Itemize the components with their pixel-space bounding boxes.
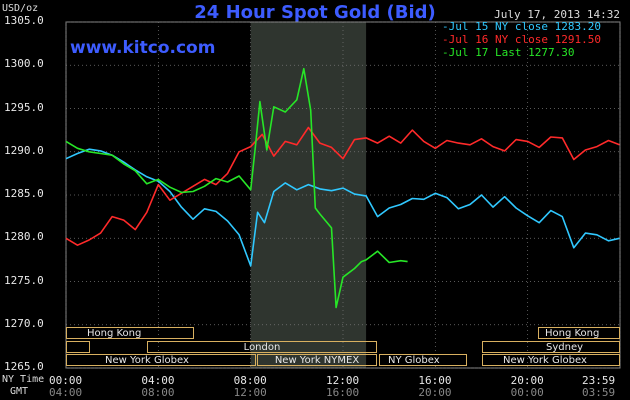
gmt-tick: 08:00 (141, 386, 175, 399)
y-tick-label: 1300.0 (4, 57, 44, 71)
gmt-tick: 04:00 (49, 386, 83, 399)
ny-time-tick: 16:00 (418, 374, 452, 387)
legend: -Jul 15 NY close 1283.20 -Jul 16 NY clos… (442, 20, 601, 59)
gmt-tick: 16:00 (326, 386, 360, 399)
series-line-1 (65, 148, 620, 267)
session-ny-globex-1: New York Globex (66, 354, 256, 366)
ny-time-tick: 00:00 (49, 374, 83, 387)
y-tick-label: 1290.0 (4, 143, 44, 157)
ny-time-tick: 08:00 (233, 374, 267, 387)
chart-title: 24 Hour Spot Gold (Bid) (194, 2, 436, 23)
datetime-label: July 17, 2013 14:32 (494, 8, 620, 21)
gmt-tick: 00:00 (510, 386, 544, 399)
kitco-watermark[interactable]: www.kitco.com (70, 38, 216, 58)
y-tick-label: 1305.0 (4, 14, 44, 27)
ny-time-tick: 20:00 (510, 374, 544, 387)
session-hong-kong-right: Hong Kong (538, 327, 620, 339)
shaded-band (250, 22, 367, 368)
series-line-3 (65, 67, 408, 309)
gmt-tick: 03:59 (582, 386, 616, 399)
session-ny-nymex: New York NYMEX (257, 354, 377, 366)
legend-item-jul17: -Jul 17 Last 1277.30 (442, 46, 575, 59)
gmt-tick: 20:00 (418, 386, 452, 399)
session-hk-tail (66, 341, 90, 353)
session-ny-globex-2: NY Globex (379, 354, 467, 366)
gmt-label: GMT (10, 386, 29, 397)
ny-time-tick: 23:59 (582, 374, 616, 387)
session-london: London (147, 341, 377, 353)
units-label: USD/oz (2, 3, 39, 14)
session-ny-globex-3: New York Globex (482, 354, 620, 366)
y-tick-label: 1275.0 (4, 273, 44, 287)
ny-time-tick: 12:00 (326, 374, 360, 387)
legend-item-jul16: -Jul 16 NY close 1291.50 (442, 33, 601, 46)
y-tick-label: 1280.0 (4, 230, 44, 244)
ny-time-tick: 04:00 (141, 374, 175, 387)
session-sydney: Sydney (482, 341, 620, 353)
legend-item-jul15: -Jul 15 NY close 1283.20 (442, 20, 601, 33)
ny-time-label: NY Time (2, 374, 45, 385)
y-tick-label: 1265.0 (4, 360, 44, 373)
gmt-tick: 12:00 (233, 386, 267, 399)
session-hong-kong-left: Hong Kong (66, 327, 194, 339)
y-tick-label: 1295.0 (4, 100, 44, 114)
y-tick-label: 1285.0 (4, 187, 44, 200)
series-line-2 (65, 126, 620, 246)
y-tick-label: 1270.0 (4, 316, 44, 330)
